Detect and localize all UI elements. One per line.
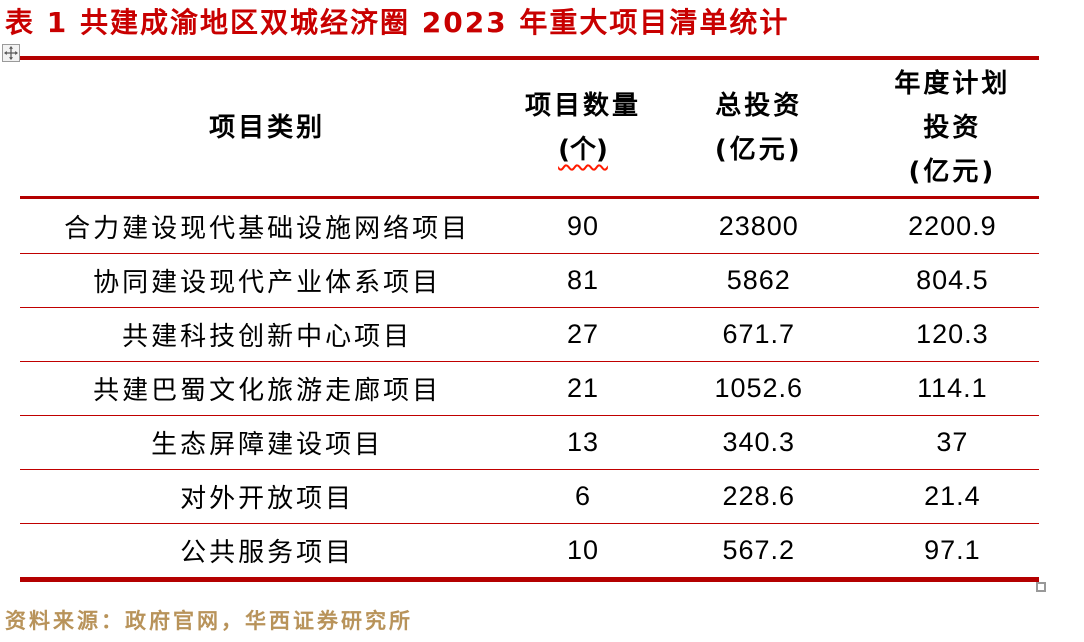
total-investment-cell: 567.2 [722, 535, 796, 565]
table-row: 对外开放项目 6 228.6 21.4 [20, 469, 1039, 523]
category-cell: 共建巴蜀文化旅游走廊项目 [93, 376, 442, 406]
table-row: 共建巴蜀文化旅游走廊项目 21 1052.6 114.1 [20, 361, 1039, 415]
header-project-category: 项目类别 [209, 113, 326, 143]
table-row: 生态屏障建设项目 13 340.3 37 [20, 415, 1039, 469]
count-cell: 90 [566, 210, 599, 241]
annual-investment-cell: 804.5 [916, 265, 989, 295]
projects-table: 项目类别 项目数量 (个) 总投资 (亿元) 年度计划 投资 (亿元) 合力建设… [20, 56, 1039, 582]
table-header-row: 项目类别 项目数量 (个) 总投资 (亿元) 年度计划 投资 (亿元) [20, 56, 1039, 199]
annual-investment-cell: 2200.9 [908, 210, 997, 241]
total-investment-cell: 1052.6 [714, 373, 804, 403]
category-cell: 协同建设现代产业体系项目 [93, 268, 442, 298]
table-row: 共建科技创新中心项目 27 671.7 120.3 [20, 307, 1039, 361]
source-note: 资料来源：政府官网，华西证券研究所 [5, 609, 413, 633]
count-cell: 21 [566, 373, 599, 403]
table-body: 合力建设现代基础设施网络项目 90 23800 2200.9 协同建设现代产业体… [20, 199, 1039, 582]
category-cell: 对外开放项目 [180, 484, 355, 514]
total-investment-cell: 228.6 [722, 481, 796, 511]
total-investment-cell: 5862 [726, 265, 791, 295]
category-cell: 共建科技创新中心项目 [122, 322, 413, 352]
total-investment-cell: 671.7 [722, 319, 796, 349]
table-row: 协同建设现代产业体系项目 81 5862 804.5 [20, 253, 1039, 307]
header-project-count: 项目数量 (个) [514, 60, 652, 196]
count-cell: 6 [574, 481, 591, 511]
header-total-investment: 总投资 (亿元) [714, 91, 803, 165]
total-investment-cell: 340.3 [722, 427, 796, 457]
table-row: 合力建设现代基础设施网络项目 90 23800 2200.9 [20, 199, 1039, 253]
total-investment-cell: 23800 [718, 210, 799, 241]
annual-investment-cell: 97.1 [924, 535, 981, 565]
header-annual-investment: 年度计划 投资 (亿元) [894, 69, 1011, 187]
category-cell: 合力建设现代基础设施网络项目 [64, 213, 471, 244]
count-cell: 10 [566, 535, 599, 565]
table-move-handle-icon[interactable] [2, 44, 20, 62]
category-cell: 生态屏障建设项目 [151, 430, 384, 460]
table-title: 表 1 共建成渝地区双城经济圈 2023 年重大项目清单统计 [5, 6, 790, 39]
table-row: 公共服务项目 10 567.2 97.1 [20, 523, 1039, 577]
count-cell: 27 [566, 319, 599, 349]
annual-investment-cell: 114.1 [917, 373, 988, 403]
count-cell: 13 [566, 427, 599, 457]
move-arrows-icon [4, 46, 18, 60]
annual-investment-cell: 120.3 [916, 319, 989, 349]
table-resize-handle[interactable] [1036, 582, 1046, 592]
spellcheck-wavy-underline: (个) [558, 135, 608, 165]
annual-investment-cell: 37 [936, 427, 969, 457]
annual-investment-cell: 21.4 [924, 481, 981, 511]
category-cell: 公共服务项目 [180, 538, 355, 568]
count-cell: 81 [566, 265, 599, 295]
